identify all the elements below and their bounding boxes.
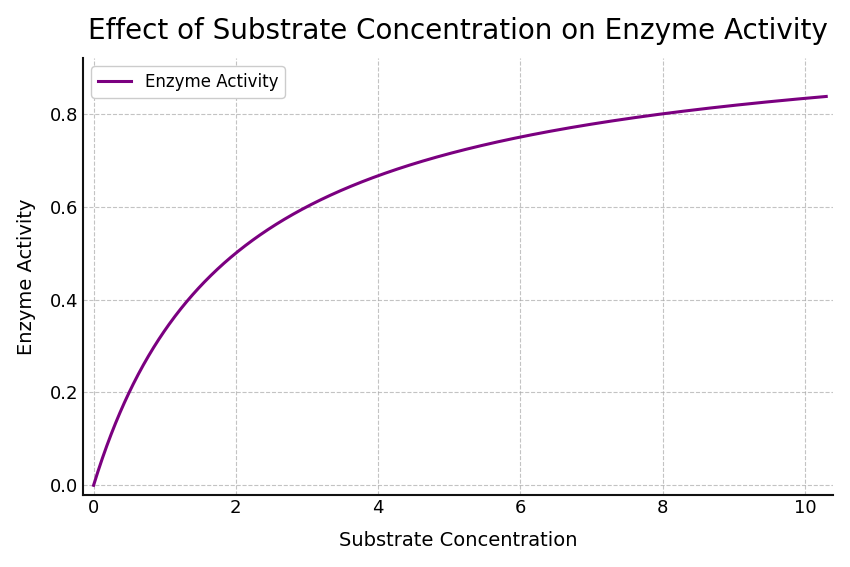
- Enzyme Activity: [163, 322, 173, 329]
- Enzyme Activity: [660, 110, 670, 117]
- Enzyme Activity: [673, 108, 683, 115]
- Enzyme Activity: [592, 120, 602, 126]
- Title: Effect of Substrate Concentration on Enzyme Activity: Effect of Substrate Concentration on Enz…: [88, 16, 828, 45]
- X-axis label: Substrate Concentration: Substrate Concentration: [339, 531, 577, 551]
- Enzyme Activity: [411, 160, 422, 167]
- Enzyme Activity: [821, 93, 831, 100]
- Y-axis label: Enzyme Activity: Enzyme Activity: [17, 198, 36, 354]
- Legend: Enzyme Activity: Enzyme Activity: [91, 66, 285, 98]
- Enzyme Activity: [385, 168, 395, 175]
- Line: Enzyme Activity: Enzyme Activity: [94, 96, 826, 485]
- Enzyme Activity: [88, 482, 99, 489]
